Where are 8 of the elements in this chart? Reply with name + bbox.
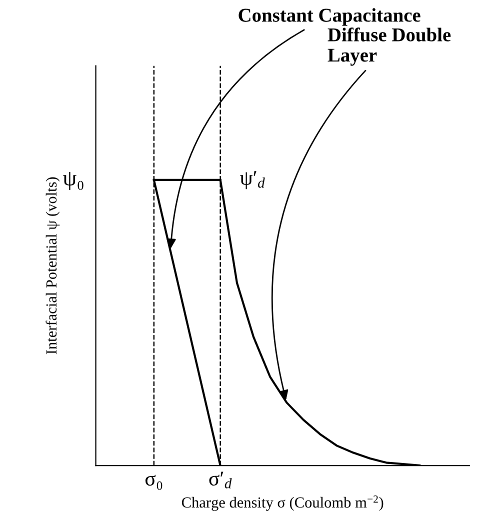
x-tick-label: σ₀ bbox=[145, 474, 162, 490]
text: ψ₀ bbox=[63, 172, 84, 190]
x-tick-label: σ′$_{d}$ bbox=[209, 472, 232, 488]
x-axis-title: Charge density σ (Coulomb m$^{−2}$) bbox=[182, 496, 384, 511]
y-axis-title: Interfacial Potential ψ (volts) bbox=[46, 177, 60, 354]
text: Diffuse Double Layer bbox=[328, 28, 451, 66]
annotation: ψ′$_{d}$ bbox=[240, 171, 265, 190]
text: Constant Capacitance bbox=[238, 8, 420, 26]
